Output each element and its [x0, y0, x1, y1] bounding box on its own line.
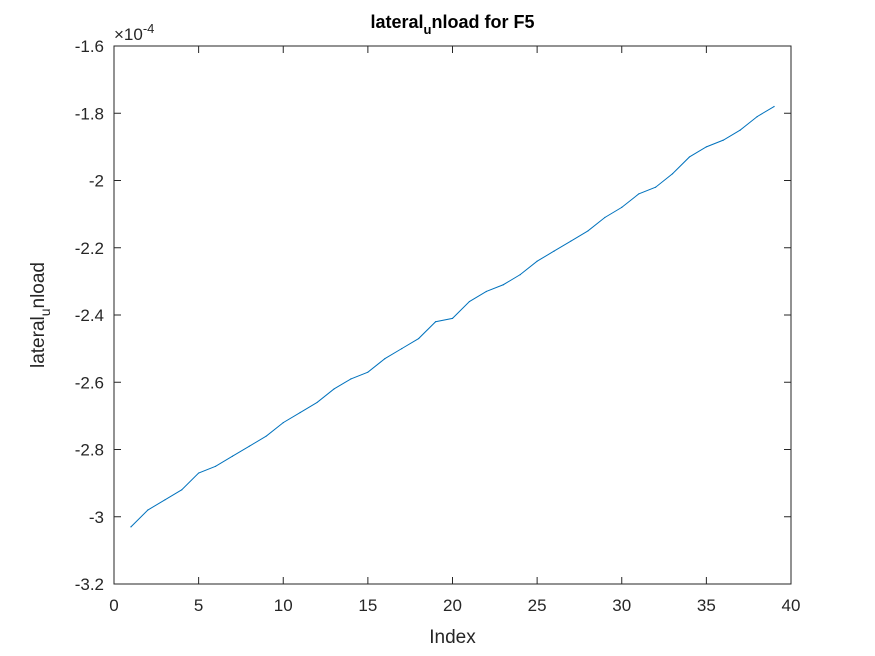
data-point — [655, 186, 657, 188]
y-axis-exponent: ×10-4 — [114, 21, 154, 44]
data-point — [316, 401, 318, 404]
y-axis-label: lateralunload — [28, 262, 53, 368]
data-point — [485, 290, 487, 293]
x-axis-label: Index — [429, 627, 476, 648]
data-point — [604, 216, 606, 219]
data-point — [621, 206, 623, 208]
data-point — [570, 240, 572, 242]
y-tick-label: -2.8 — [75, 441, 104, 460]
data-point — [147, 509, 149, 511]
axis-ticks: 0 5 10 15 20 25 30 35 40 -3.2 -3 -2.8 -2.6 -2.4 -2.2 -2… — [75, 37, 801, 615]
x-tick-label: 35 — [697, 596, 716, 615]
data-point — [384, 358, 386, 360]
data-point — [350, 378, 352, 380]
data-point — [688, 156, 691, 158]
x-tick-label: 20 — [443, 596, 462, 615]
data-point — [418, 337, 420, 340]
chart-title: lateralunload for F5 — [371, 12, 535, 37]
y-tick-label: -3 — [89, 508, 104, 527]
plot-frame — [113, 45, 792, 585]
data-point — [248, 445, 250, 447]
data-point — [705, 146, 707, 148]
x-tick-label: 25 — [528, 596, 547, 615]
data-point — [265, 435, 267, 437]
data-point — [468, 300, 471, 303]
plot-area — [114, 46, 791, 584]
data-point — [536, 260, 538, 262]
data-point — [214, 465, 217, 467]
data-point — [519, 274, 521, 276]
data-point — [164, 499, 166, 501]
data-point — [299, 411, 301, 414]
data-point — [502, 284, 504, 286]
x-tick-label: 40 — [782, 596, 801, 615]
data-point — [434, 321, 437, 323]
x-tick-label: 10 — [274, 596, 293, 615]
y-tick-label: -3.2 — [75, 575, 104, 594]
x-tick-label: 5 — [194, 596, 203, 615]
x-tick-label: 0 — [109, 596, 118, 615]
data-point — [231, 455, 234, 457]
data-point — [367, 371, 369, 373]
data-point — [587, 230, 589, 232]
x-tick-label: 15 — [358, 596, 377, 615]
y-tick-label: -2.4 — [75, 306, 104, 325]
data-point — [282, 422, 284, 424]
data-series — [130, 105, 775, 528]
data-point — [181, 489, 183, 491]
data-point — [401, 348, 403, 350]
data-point — [756, 116, 758, 118]
data-point — [553, 250, 555, 252]
y-tick-label: -2.2 — [75, 239, 104, 258]
data-point — [451, 317, 454, 319]
y-tick-label: -2.6 — [75, 373, 104, 392]
data-point — [739, 129, 741, 131]
data-point — [130, 526, 132, 528]
data-point — [638, 193, 640, 195]
y-tick-label: -1.8 — [75, 104, 104, 123]
y-tick-label: -1.6 — [75, 37, 104, 56]
x-tick-label: 30 — [612, 596, 631, 615]
data-point — [671, 173, 674, 175]
data-point — [722, 139, 724, 141]
y-tick-label: -2 — [89, 172, 104, 191]
data-point — [773, 105, 775, 108]
data-point — [198, 472, 200, 474]
data-point — [333, 388, 335, 390]
